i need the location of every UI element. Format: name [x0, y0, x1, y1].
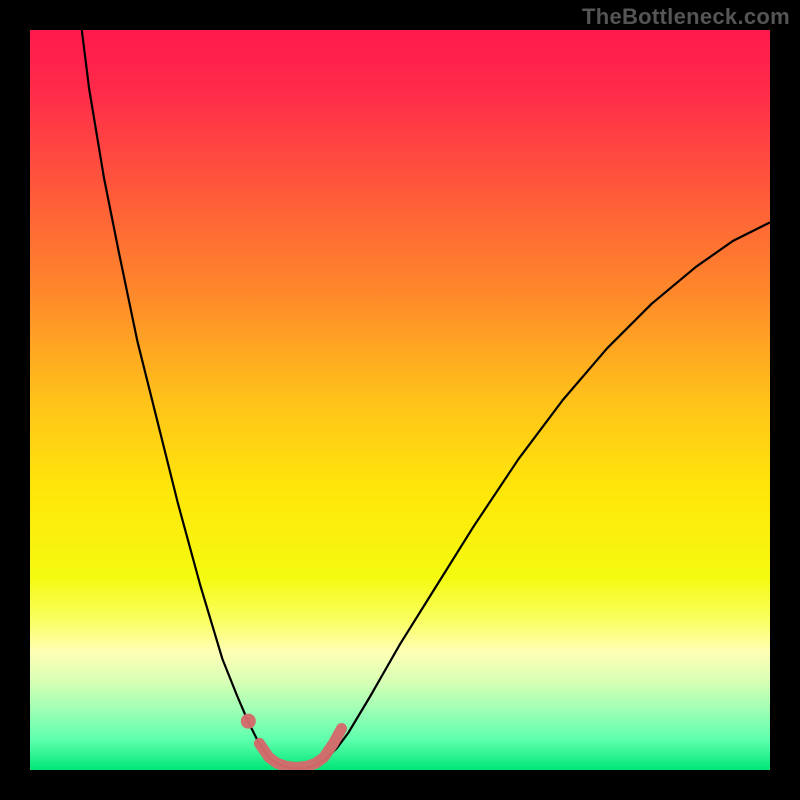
valley-highlight-dot — [241, 714, 256, 729]
outer-frame: TheBottleneck.com — [0, 0, 800, 800]
plot-svg — [30, 30, 770, 770]
gradient-background — [30, 30, 770, 770]
plot-canvas — [30, 30, 770, 770]
watermark-text: TheBottleneck.com — [582, 4, 790, 30]
